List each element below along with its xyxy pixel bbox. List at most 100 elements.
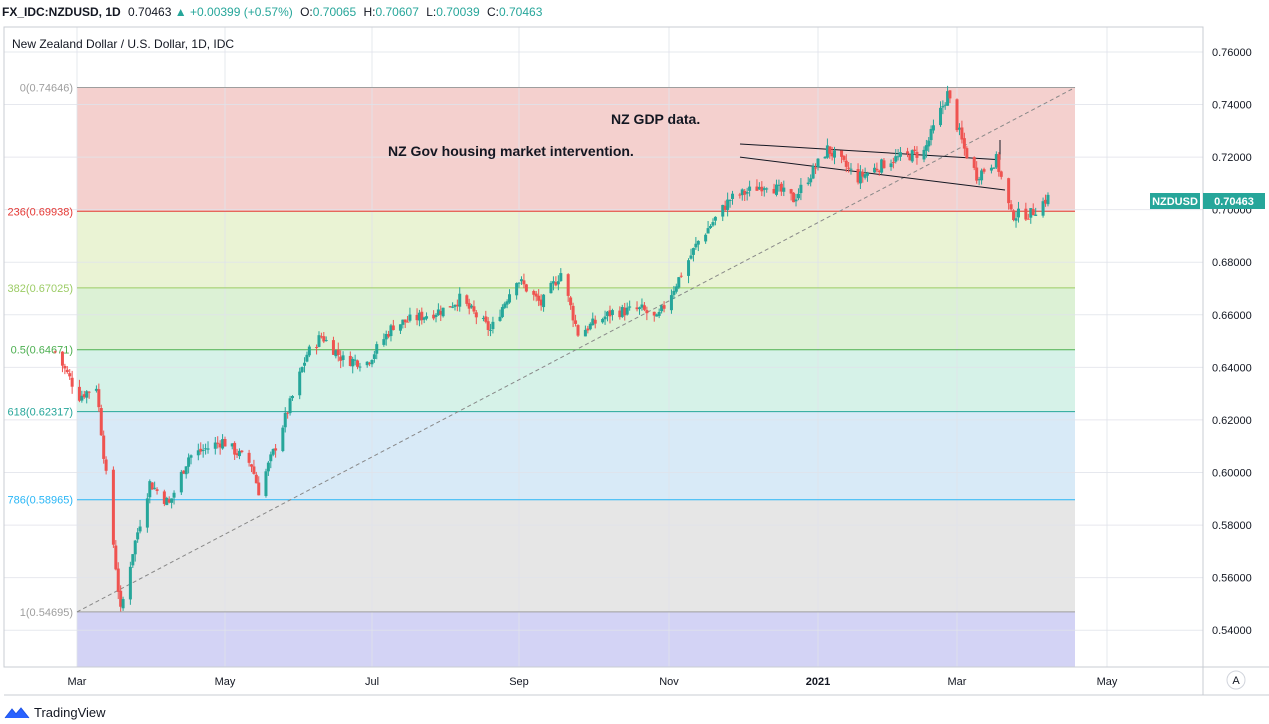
candle-body: [606, 311, 610, 316]
low-value: 0.70039: [436, 5, 480, 19]
candle-body: [891, 162, 895, 164]
candle-body: [858, 171, 862, 184]
annotation-gdp: NZ GDP data.: [611, 111, 700, 127]
candle-body: [948, 90, 952, 99]
candle-body: [554, 282, 558, 286]
candle-body: [635, 307, 639, 310]
candle-body: [432, 314, 436, 319]
candle-body: [799, 184, 803, 194]
candle-body: [847, 167, 851, 169]
candle-body: [422, 317, 426, 320]
candle-body: [674, 286, 678, 292]
price-tick-label: 0.74000: [1212, 100, 1252, 112]
candle-body: [640, 304, 644, 308]
candle-body: [748, 186, 752, 191]
candle-body: [832, 150, 836, 158]
candle-body: [842, 156, 846, 160]
annotations: NZ GDP data. NZ Gov housing market inter…: [388, 111, 700, 159]
last-price-value: 0.70463: [128, 5, 172, 19]
candle-body: [213, 442, 217, 449]
grid-lines: [4, 27, 1203, 667]
candle-body: [576, 325, 580, 336]
candle-body: [145, 498, 149, 528]
candle-body: [972, 157, 976, 168]
last-price-axis-value: 0.70463: [1214, 196, 1254, 208]
candle-body: [637, 307, 641, 310]
candle-body: [586, 328, 590, 331]
candle-body: [334, 350, 338, 357]
fib-band: [77, 211, 1075, 288]
candle-body: [894, 156, 898, 162]
candle-body: [341, 355, 345, 361]
candle-body: [863, 174, 867, 178]
candle-body: [757, 187, 761, 190]
candle-body: [601, 319, 605, 323]
time-axis[interactable]: Mar May Jul Sep Nov 2021 Mar May: [68, 676, 1118, 688]
candle-body: [931, 125, 935, 131]
auto-scale-button[interactable]: A: [1226, 670, 1246, 690]
candle-body: [70, 377, 74, 387]
candle-body: [384, 333, 388, 340]
candle-body: [247, 452, 251, 463]
candle-body: [283, 412, 287, 428]
candle-body: [939, 107, 943, 126]
price-change-value: +0.00399 (+0.57%): [190, 5, 293, 19]
candle-body: [524, 284, 528, 292]
candle-body: [472, 306, 476, 312]
candle-body: [922, 149, 926, 160]
fib-trend-line: [76, 87, 1076, 613]
candle-body: [532, 291, 536, 295]
candle-body: [97, 389, 101, 408]
candle-body: [451, 306, 455, 308]
candle-body: [216, 442, 220, 444]
close-value: 0.70463: [498, 5, 543, 19]
candle-body: [470, 305, 474, 308]
price-axis[interactable]: 0.760000.740000.720000.700000.680000.660…: [1212, 47, 1252, 637]
candle-body: [300, 367, 304, 372]
candle-body: [269, 454, 273, 462]
candle-body: [955, 99, 959, 131]
auto-scale-label[interactable]: A: [1232, 675, 1240, 687]
candle-body: [1009, 204, 1013, 210]
candle-body: [713, 216, 717, 221]
candle-body: [484, 316, 488, 322]
candle-body: [522, 280, 526, 285]
candle-body: [662, 305, 666, 309]
candle-body: [782, 187, 786, 192]
candle-body: [138, 526, 142, 532]
fib-level-label: 1(0.54695): [20, 607, 73, 619]
candle-body: [593, 319, 597, 324]
candle-body: [434, 314, 438, 318]
candle-body: [910, 150, 914, 162]
candle-body: [980, 170, 984, 181]
candle-body: [731, 193, 735, 199]
candle-body: [290, 396, 294, 399]
candle-body: [398, 324, 402, 331]
open-label: O:: [300, 5, 313, 19]
candle-body: [365, 361, 369, 366]
candle-body: [201, 450, 205, 452]
candle-body: [131, 554, 135, 566]
candle-body: [218, 443, 222, 448]
candle-body: [148, 481, 152, 498]
candle-body: [583, 329, 587, 337]
price-tick-label: 0.58000: [1212, 520, 1252, 532]
high-label: H:: [363, 5, 376, 19]
fib-level-label: 618(0.62317): [8, 407, 73, 419]
branding[interactable]: TradingView: [4, 703, 106, 723]
symbol-title[interactable]: FX_IDC:NZDUSD, 1D: [2, 5, 121, 19]
candle-body: [162, 491, 166, 504]
time-tick-label: Nov: [659, 676, 679, 688]
candle-body: [436, 309, 440, 316]
time-tick-label: Sep: [509, 676, 529, 688]
candle-body: [898, 152, 902, 157]
candle-body: [941, 106, 945, 108]
candle-body: [814, 167, 818, 169]
candle-body: [913, 149, 917, 151]
fib-level-label: 786(0.58965): [8, 495, 73, 507]
candle-body: [87, 391, 91, 393]
candle-body: [559, 273, 563, 282]
candle-body: [274, 448, 278, 451]
candle-body: [319, 336, 323, 338]
